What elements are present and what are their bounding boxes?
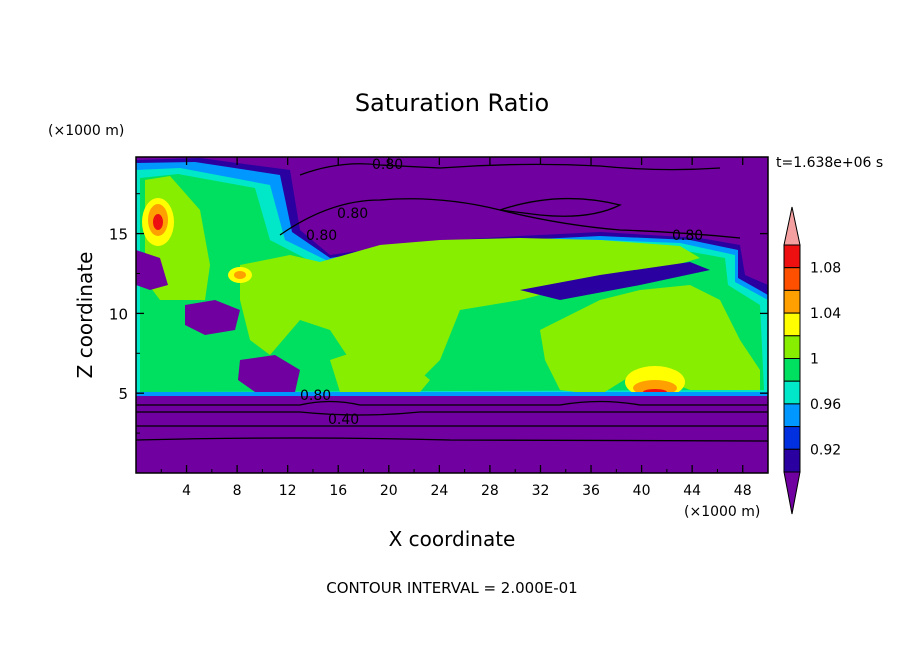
y-tick-label: 10 — [109, 305, 128, 323]
colorbar-swatch — [783, 267, 801, 291]
x-tick-label: 16 — [329, 483, 347, 499]
contour-label: 0.80 — [372, 157, 403, 173]
contour-label: 0.80 — [306, 228, 337, 244]
y-tick-label: 15 — [109, 226, 128, 244]
colorbar-max-arrow — [783, 206, 801, 246]
time-label: t=1.638e+06 s — [776, 155, 883, 171]
cloud-lime-region-2 — [240, 238, 700, 380]
colorbar-swatch — [783, 380, 801, 405]
saturation-field: 0.80 0.80 0.80 0.80 0.80 0.40 — [135, 157, 769, 473]
x-tick-label: 48 — [734, 483, 752, 499]
colorbar: 1.08 1.04 1 0.96 0.92 — [783, 206, 841, 515]
contour-line — [136, 411, 768, 416]
contour-interval-footer: CONTOUR INTERVAL = 2.000E-01 — [326, 579, 577, 597]
x-tick-label: 8 — [233, 483, 242, 499]
colorbar-swatch — [783, 448, 801, 473]
contour-line — [135, 437, 769, 442]
contour-label: 0.80 — [672, 228, 703, 244]
y-unit-label: (×1000 m) — [48, 123, 124, 139]
x-unit-label: (×1000 m) — [684, 504, 760, 520]
x-tick-label: 36 — [582, 483, 600, 499]
plot-frame — [135, 156, 769, 474]
y-axis-label: Z coordinate — [73, 252, 97, 379]
x-axis-label: X coordinate — [389, 527, 516, 551]
colorbar-swatch — [783, 335, 801, 359]
contour-label: 0.80 — [300, 388, 331, 404]
colorbar-label: 1 — [810, 352, 819, 368]
x-tick-label: 40 — [633, 483, 651, 499]
colorbar-swatch — [783, 358, 801, 382]
dry-pocket-2 — [238, 355, 300, 392]
y-tick-label: 5 — [118, 385, 128, 403]
cloud-lime-region-4 — [330, 350, 430, 392]
lower-purple-layer — [136, 396, 768, 473]
x-tick-label: 12 — [279, 483, 297, 499]
colorbar-swatch — [783, 244, 801, 269]
contour-label: 0.40 — [328, 412, 359, 428]
x-axis-ticks: 4 8 12 16 20 24 28 32 36 40 44 48 — [160, 157, 752, 499]
lower-cyan-strip — [136, 392, 768, 396]
colorbar-label: 0.96 — [810, 397, 841, 413]
colorbar-swatch — [783, 426, 801, 450]
x-tick-label: 20 — [380, 483, 398, 499]
x-tick-label: 28 — [481, 483, 499, 499]
chart-title: Saturation Ratio — [355, 89, 549, 117]
colorbar-swatch — [783, 289, 801, 314]
x-tick-label: 44 — [683, 483, 701, 499]
x-tick-label: 4 — [182, 483, 191, 499]
dry-pocket-3 — [136, 250, 168, 290]
dry-pocket-1 — [185, 300, 240, 335]
contour-line — [499, 197, 622, 217]
colorbar-min-arrow — [783, 471, 801, 515]
hotspot-red-left — [153, 214, 163, 230]
contour-label: 0.80 — [337, 206, 368, 222]
colorbar-swatch — [783, 403, 801, 428]
colorbar-label: 1.08 — [810, 261, 841, 277]
x-tick-label: 32 — [532, 483, 550, 499]
colorbar-label: 1.04 — [810, 306, 841, 322]
colorbar-label: 0.92 — [810, 442, 841, 458]
colorbar-swatch — [783, 312, 801, 337]
contour-lines — [135, 163, 769, 442]
x-tick-label: 24 — [430, 483, 448, 499]
cloud-lime-region-3 — [540, 285, 760, 395]
y-axis-ticks: 5 10 15 — [109, 193, 768, 434]
hotspot-orange-mid — [234, 271, 246, 279]
contour-line — [299, 163, 721, 176]
dry-streak — [520, 262, 710, 300]
contour-line — [136, 400, 768, 406]
